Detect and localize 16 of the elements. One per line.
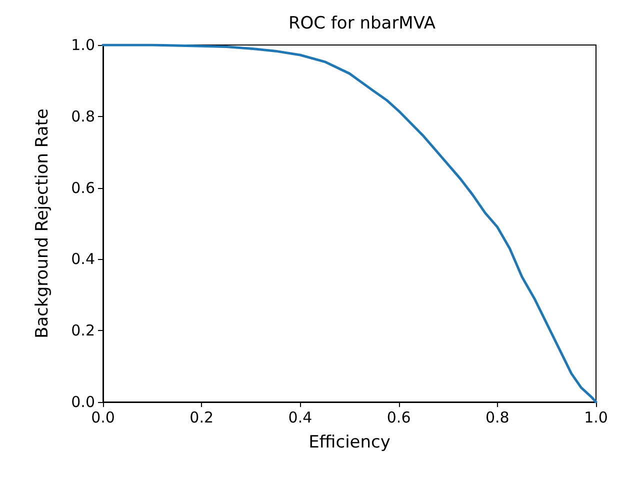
y-tick-label: 0.2 bbox=[71, 322, 95, 340]
y-tick-label: 0.0 bbox=[71, 393, 95, 411]
y-tick-label: 0.8 bbox=[71, 107, 95, 126]
y-tick-label: 0.4 bbox=[71, 250, 95, 268]
y-tick-label: 1.0 bbox=[71, 36, 95, 54]
x-tick-label: 0.8 bbox=[485, 408, 510, 426]
y-axis-title: Background Rejection Rate bbox=[32, 108, 52, 338]
x-tick-label: 0.6 bbox=[386, 408, 411, 426]
x-tick-label: 1.0 bbox=[584, 408, 608, 426]
x-axis-title: Efficiency bbox=[308, 432, 390, 452]
chart-title: ROC for nbarMVA bbox=[288, 14, 436, 34]
x-tick-label: 0.4 bbox=[288, 408, 312, 426]
x-tick-label: 0.2 bbox=[190, 408, 214, 426]
x-tick-label: 0.0 bbox=[91, 408, 115, 426]
line-series bbox=[102, 44, 598, 404]
y-tick-label: 0.6 bbox=[71, 178, 95, 197]
